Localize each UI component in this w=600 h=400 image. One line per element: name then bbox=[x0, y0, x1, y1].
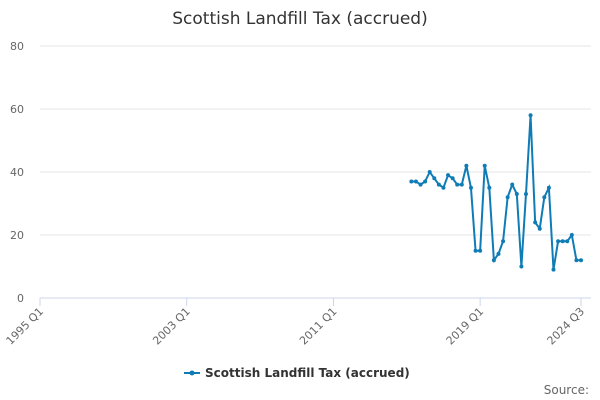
point bbox=[459, 182, 464, 187]
point bbox=[574, 258, 579, 263]
point bbox=[523, 192, 528, 197]
x-tick-label: 2011 Q1 bbox=[297, 305, 340, 348]
y-tick-label: 0 bbox=[17, 292, 24, 305]
point bbox=[413, 179, 418, 184]
y-tick-label: 40 bbox=[10, 166, 24, 179]
y-tick-label: 60 bbox=[10, 103, 24, 116]
source: Source: bbox=[544, 383, 589, 397]
x-tick-label: 2024 Q3 bbox=[545, 305, 588, 348]
point bbox=[418, 182, 423, 187]
point bbox=[464, 163, 469, 168]
x-tick-label: 2003 Q1 bbox=[150, 305, 193, 348]
point bbox=[579, 258, 583, 263]
line bbox=[411, 115, 581, 270]
point bbox=[560, 239, 565, 244]
legend-label: Scottish Landfill Tax (accrued) bbox=[205, 366, 410, 380]
point bbox=[441, 185, 446, 190]
point bbox=[528, 113, 533, 118]
point bbox=[501, 239, 506, 244]
point bbox=[409, 179, 414, 184]
point bbox=[436, 182, 441, 187]
point bbox=[432, 176, 437, 181]
point bbox=[542, 195, 547, 200]
point bbox=[519, 264, 524, 269]
point bbox=[468, 185, 473, 190]
point bbox=[446, 173, 451, 178]
point bbox=[505, 195, 510, 200]
legend-marker bbox=[189, 370, 195, 376]
y-tick-label: 20 bbox=[10, 229, 24, 242]
point bbox=[533, 220, 538, 225]
point bbox=[491, 258, 496, 263]
point bbox=[455, 182, 460, 187]
point bbox=[473, 248, 478, 253]
point bbox=[514, 192, 519, 197]
x-tick-label: 2019 Q1 bbox=[444, 305, 487, 348]
point bbox=[565, 239, 570, 244]
point bbox=[478, 248, 483, 253]
x-tick-label: 1995 Q1 bbox=[4, 305, 47, 348]
point bbox=[510, 182, 515, 187]
point bbox=[537, 226, 542, 231]
point bbox=[482, 163, 487, 168]
point bbox=[423, 179, 428, 184]
point bbox=[450, 176, 455, 181]
point bbox=[551, 267, 556, 272]
chart-title: Scottish Landfill Tax (accrued) bbox=[172, 9, 427, 29]
y-tick-label: 80 bbox=[10, 40, 24, 53]
point bbox=[496, 251, 501, 256]
point bbox=[546, 185, 551, 190]
point bbox=[569, 233, 574, 237]
point bbox=[427, 170, 432, 174]
point bbox=[487, 185, 492, 190]
point bbox=[556, 239, 561, 244]
